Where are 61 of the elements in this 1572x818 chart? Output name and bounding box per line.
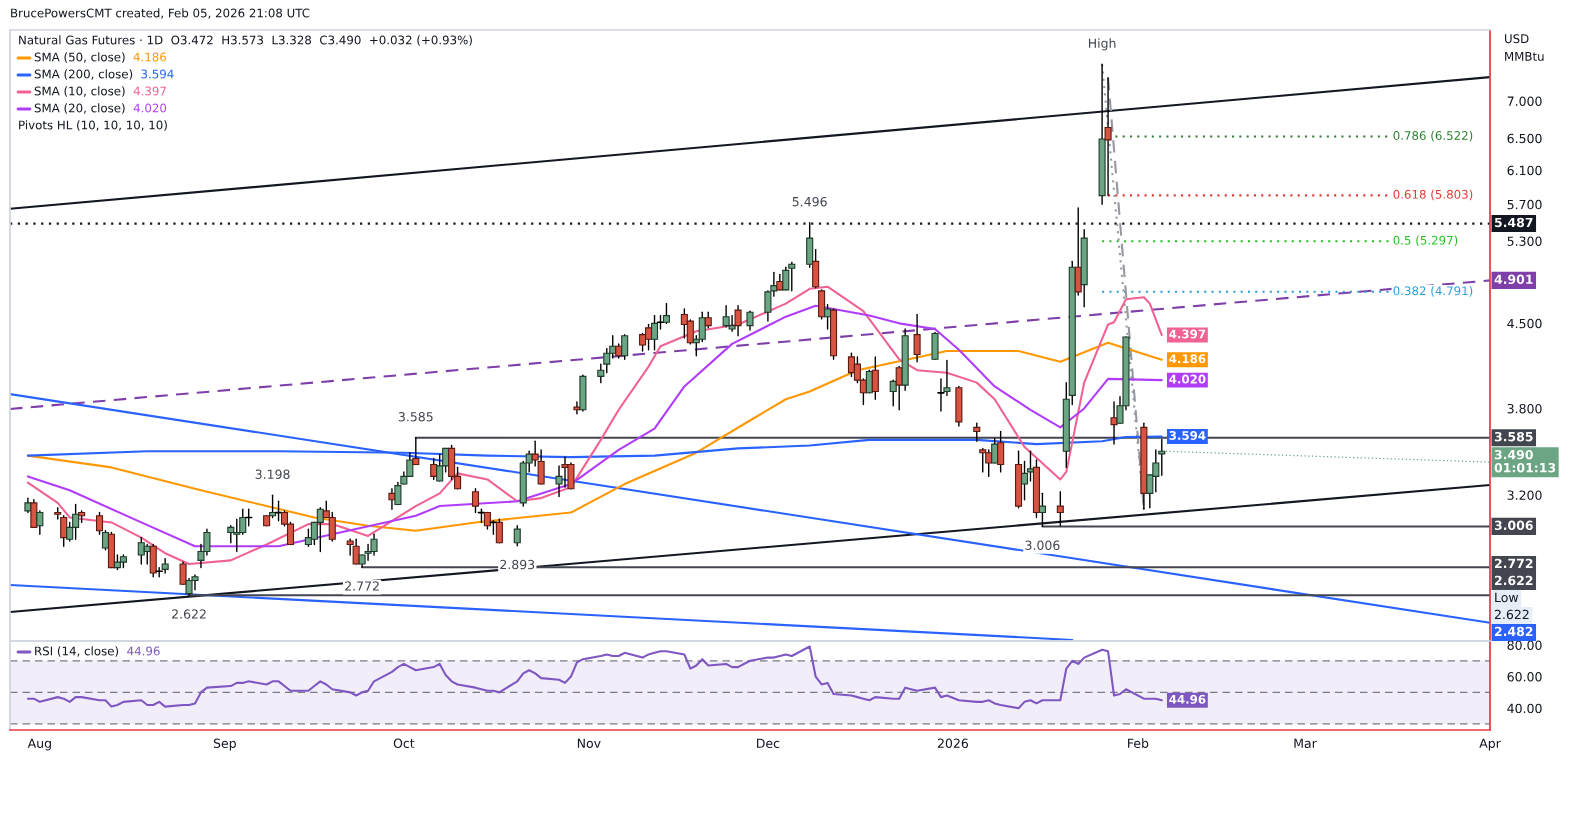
annotation: Pivots HL (10, 10, 10, 10) — [19, 120, 167, 131]
y-tick-label: 5.300 — [1507, 236, 1542, 246]
data-label: 4.397 — [1169, 329, 1206, 339]
annotation: 3.490 01:01:13 — [1494, 449, 1556, 473]
x-tick-label: Aug — [27, 738, 51, 751]
annotation: High — [1088, 38, 1116, 51]
legend-label: RSI (14, close) — [35, 646, 119, 657]
x-tick-label: Dec — [757, 738, 780, 749]
x-tick-label: Feb — [1128, 738, 1149, 749]
text: 4.397 — [133, 86, 166, 96]
annotation: 5.496 — [792, 196, 827, 207]
ref-line-label: 5.487 — [1494, 217, 1533, 228]
y-tick-label: 6.100 — [1507, 165, 1542, 176]
annotation: 0.786 (6.522) — [1393, 130, 1473, 142]
y-tick-label: 4.500 — [1507, 318, 1542, 329]
data-label: 2.772 — [1494, 558, 1533, 568]
x-tick-label: Nov — [577, 738, 601, 749]
x-tick-label: 2026 — [937, 738, 969, 749]
annotation: 0.618 (5.803) — [1393, 189, 1473, 201]
x-tick-label: Apr — [1479, 738, 1501, 751]
data-label: 44.96 — [1169, 694, 1206, 704]
legend-label: SMA (10, close) — [34, 86, 125, 97]
annotation: 2.622 — [1494, 609, 1529, 620]
data-label: 3.585 — [1494, 431, 1533, 442]
data-label: 3.006 — [1494, 520, 1533, 531]
annotation: 2.893 — [500, 559, 535, 570]
annotation: 2.772 — [345, 581, 379, 591]
chart-subtitle: BrucePowersCMT created, Feb 05, 2026 21:08 UTC — [11, 8, 310, 19]
text: 4.186 — [133, 52, 167, 62]
legend-label: SMA (20, close) — [34, 103, 125, 114]
annotation: 3.585 — [398, 412, 433, 422]
y-tick-label: 3.800 — [1507, 403, 1542, 414]
data-label: 4.901 — [1494, 274, 1533, 285]
data-label: 2.622 — [1494, 575, 1533, 586]
annotation: Low — [1495, 592, 1519, 603]
x-tick-label: Oct — [393, 738, 415, 749]
data-label: 4.186 — [1169, 354, 1206, 364]
x-tick-label: Mar — [1294, 738, 1317, 749]
legend-label: SMA (200, close) — [34, 69, 133, 80]
y-tick-label: 80.00 — [1507, 640, 1542, 650]
y-tick-label: 60.00 — [1507, 672, 1542, 682]
text: 4.020 — [133, 103, 167, 113]
y-tick-label: 3.200 — [1507, 490, 1542, 500]
data-label: 4.020 — [1169, 374, 1206, 384]
annotation: 3.198 — [255, 469, 290, 479]
legend-label: SMA (50, close) — [34, 52, 125, 63]
y-tick-label: 5.700 — [1507, 199, 1542, 210]
annotation: 0.5 (5.297) — [1393, 235, 1458, 247]
y-tick-label: 40.00 — [1507, 703, 1542, 714]
y-tick-label: 7.000 — [1507, 96, 1542, 106]
data-label: 3.594 — [1169, 431, 1206, 440]
y-tick-label: 6.500 — [1507, 133, 1542, 144]
annotation: 0.382 (4.791) — [1393, 286, 1473, 297]
y-axis-title: USD MMBtu — [1505, 34, 1544, 61]
annotation: 3.006 — [1025, 540, 1060, 550]
chart-title: Natural Gas Futures · 1D O3.472 H3.573 L3.328 C3.490 +0.032 (+0.93%) — [19, 35, 472, 46]
data-label: 2.482 — [1494, 626, 1533, 637]
x-tick-label: Sep — [213, 738, 236, 751]
annotation: 2.622 — [172, 609, 206, 619]
text: 3.594 — [141, 69, 174, 79]
text: 44.96 — [127, 646, 160, 656]
